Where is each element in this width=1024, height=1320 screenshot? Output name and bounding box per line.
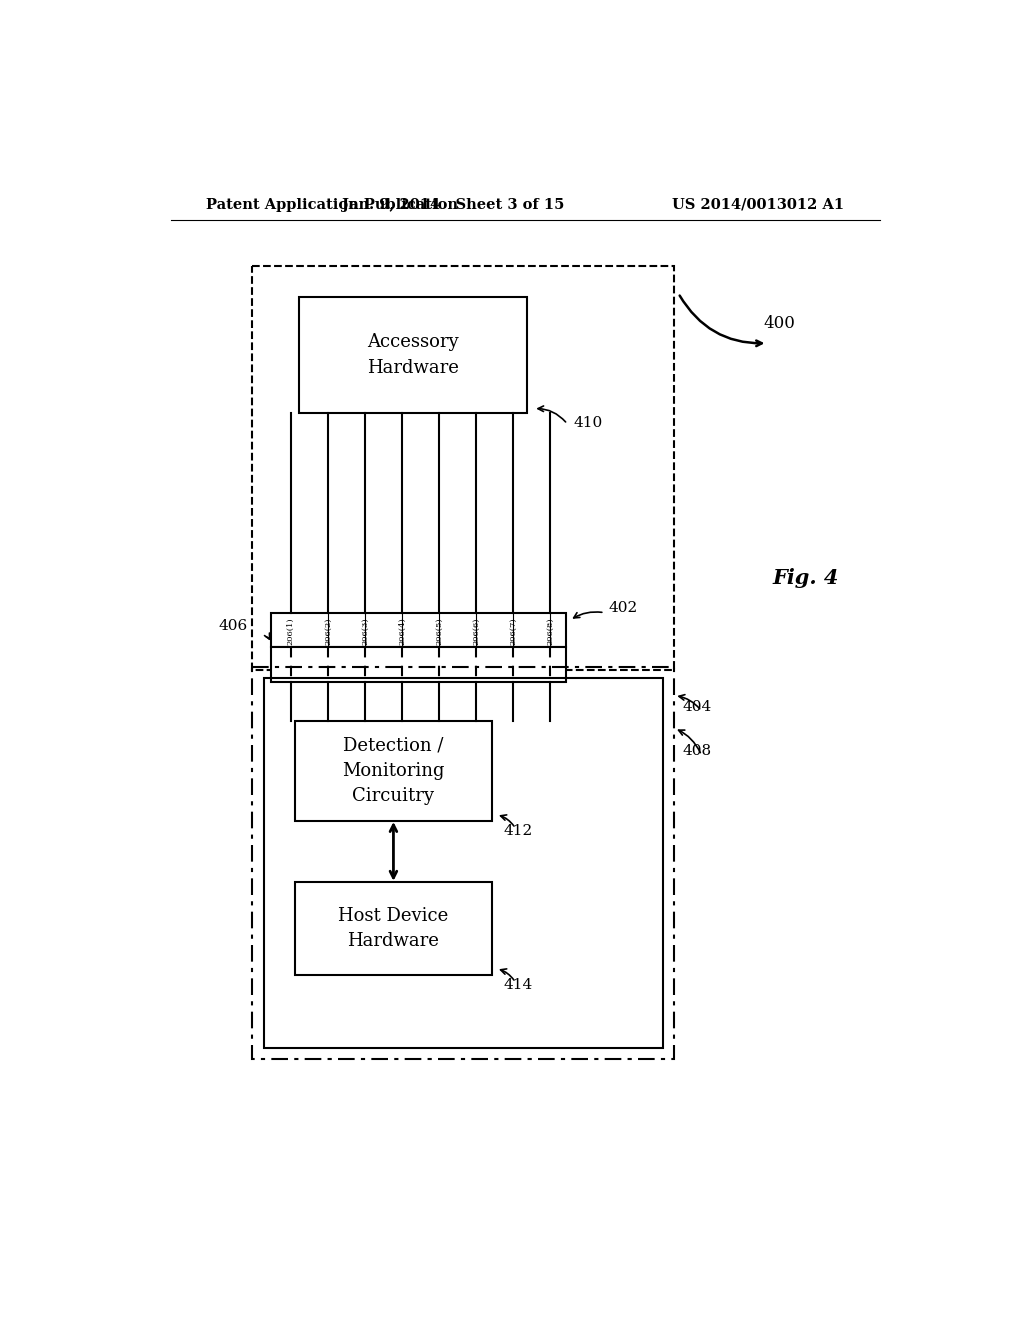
Text: Fig. 4: Fig. 4 xyxy=(773,568,840,587)
Text: 408: 408 xyxy=(682,744,712,758)
Bar xyxy=(271,612,566,647)
Bar xyxy=(252,667,675,1059)
Text: 406: 406 xyxy=(219,619,248,632)
Text: US 2014/0013012 A1: US 2014/0013012 A1 xyxy=(672,198,844,211)
Text: 206(1): 206(1) xyxy=(287,618,295,645)
Text: 206(3): 206(3) xyxy=(360,618,369,645)
Text: 402: 402 xyxy=(608,601,638,615)
Bar xyxy=(295,721,493,821)
Text: 206(2): 206(2) xyxy=(324,618,332,645)
Bar xyxy=(299,297,527,413)
Bar xyxy=(252,267,675,671)
Text: 206(4): 206(4) xyxy=(398,618,407,645)
Bar xyxy=(295,882,493,974)
Text: 414: 414 xyxy=(504,978,534,993)
Text: 412: 412 xyxy=(504,825,534,838)
Text: Detection /
Monitoring
Circuitry: Detection / Monitoring Circuitry xyxy=(342,737,444,805)
Text: 410: 410 xyxy=(573,416,603,430)
Text: 206(8): 206(8) xyxy=(547,618,554,645)
Text: 206(5): 206(5) xyxy=(435,618,443,645)
Text: 206(7): 206(7) xyxy=(509,618,517,645)
Text: 206(6): 206(6) xyxy=(472,618,480,645)
Text: 404: 404 xyxy=(682,700,712,714)
Text: Jan. 9, 2014   Sheet 3 of 15: Jan. 9, 2014 Sheet 3 of 15 xyxy=(342,198,564,211)
Text: 400: 400 xyxy=(764,315,796,333)
Text: Accessory
Hardware: Accessory Hardware xyxy=(367,333,459,378)
Bar xyxy=(263,678,663,1048)
Text: Patent Application Publication: Patent Application Publication xyxy=(206,198,458,211)
Text: Host Device
Hardware: Host Device Hardware xyxy=(338,907,449,950)
Bar xyxy=(271,647,566,682)
